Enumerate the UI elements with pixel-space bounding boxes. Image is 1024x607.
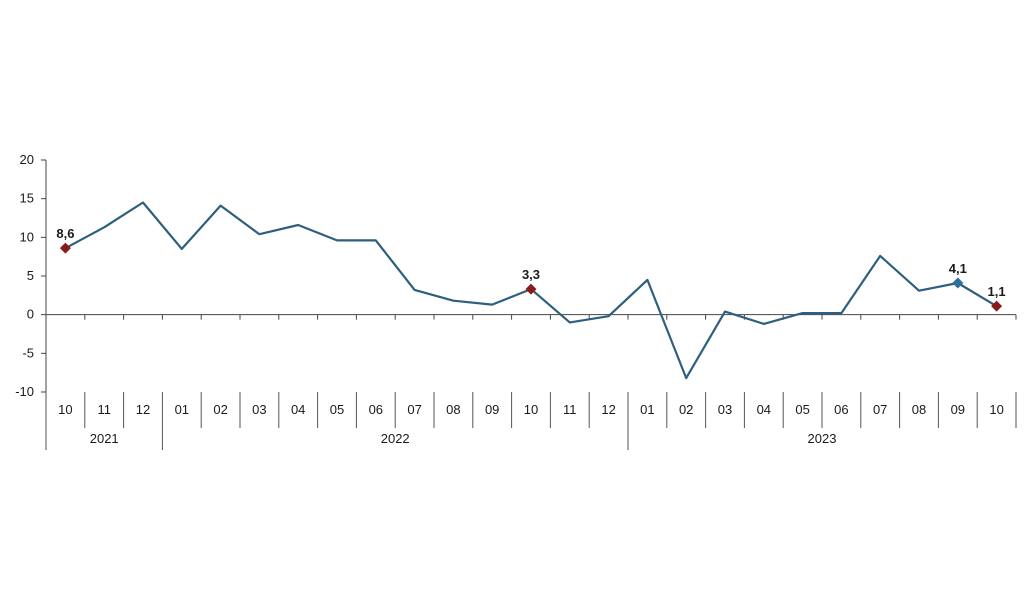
x-tick-label: 12 xyxy=(136,402,150,417)
data-point xyxy=(724,310,726,313)
data-point xyxy=(297,224,300,226)
data-point xyxy=(763,323,765,325)
x-tick-label: 05 xyxy=(330,402,344,417)
x-tick-label: 05 xyxy=(795,402,809,417)
x-tick-label: 11 xyxy=(97,402,111,417)
data-point xyxy=(569,321,571,324)
data-point xyxy=(840,312,843,314)
y-tick-label: -10 xyxy=(15,384,34,399)
data-point xyxy=(918,289,920,292)
x-tick-label: 02 xyxy=(679,402,693,417)
x-tick-label: 09 xyxy=(485,402,499,417)
data-point xyxy=(413,289,416,291)
x-tick-label: 08 xyxy=(912,402,926,417)
highlight-marker xyxy=(59,242,71,254)
x-tick-label: 11 xyxy=(563,402,577,417)
x-tick-label: 01 xyxy=(640,402,654,417)
data-point xyxy=(491,303,494,306)
x-tick-label: 07 xyxy=(873,402,887,417)
x-tick-label: 03 xyxy=(718,402,732,417)
x-tick-label: 04 xyxy=(291,402,305,417)
x-tick-label: 06 xyxy=(834,402,848,417)
x-tick-label: 02 xyxy=(213,402,227,417)
x-tick-label: 03 xyxy=(252,402,266,417)
data-point xyxy=(258,233,261,236)
data-point xyxy=(375,239,377,242)
x-tick-label: 06 xyxy=(369,402,383,417)
highlight-markers: 8,6 3,3 4,1 1,1 xyxy=(56,226,1006,312)
data-label: 1,1 xyxy=(988,284,1006,299)
y-tick-label: 20 xyxy=(20,152,34,167)
data-label: 8,6 xyxy=(56,226,74,241)
data-label: 3,3 xyxy=(522,267,540,282)
y-tick-label: -5 xyxy=(22,345,34,360)
y-tick-label: 5 xyxy=(27,268,34,283)
year-label: 2023 xyxy=(808,431,837,446)
data-point xyxy=(801,312,804,314)
x-tick-label: 09 xyxy=(951,402,965,417)
year-label: 2022 xyxy=(381,431,410,446)
y-axis: 20 15 10 5 0 -5 -10 xyxy=(15,152,47,399)
x-tick-label: 10 xyxy=(58,402,72,417)
x-axis: 10 11 12 01 02 03 04 05 06 07 08 09 10 11 12 01 02 03 04 05… xyxy=(45,314,1017,450)
x-tick-label: 04 xyxy=(757,402,771,417)
data-point xyxy=(607,315,610,318)
data-point xyxy=(336,239,338,242)
highlight-marker xyxy=(991,300,1003,312)
data-point xyxy=(103,226,105,229)
highlight-marker xyxy=(525,283,537,295)
data-label: 4,1 xyxy=(949,261,967,276)
y-tick-label: 15 xyxy=(20,191,34,206)
data-point xyxy=(452,299,455,302)
data-point xyxy=(879,255,881,257)
x-tick-label: 07 xyxy=(407,402,421,417)
data-point xyxy=(685,377,687,379)
data-point xyxy=(646,279,649,281)
y-tick-label: 10 xyxy=(20,229,34,244)
x-tick-label: 10 xyxy=(989,402,1003,417)
year-label: 2021 xyxy=(90,431,119,446)
x-tick-label: 08 xyxy=(446,402,460,417)
data-point xyxy=(219,204,222,207)
data-point xyxy=(142,201,144,204)
x-tick-label: 01 xyxy=(175,402,189,417)
y-tick-label: 0 xyxy=(27,307,34,322)
x-tick-label: 10 xyxy=(524,402,538,417)
x-tick-label: 12 xyxy=(601,402,615,417)
data-point xyxy=(181,248,183,250)
highlight-marker xyxy=(952,277,964,289)
